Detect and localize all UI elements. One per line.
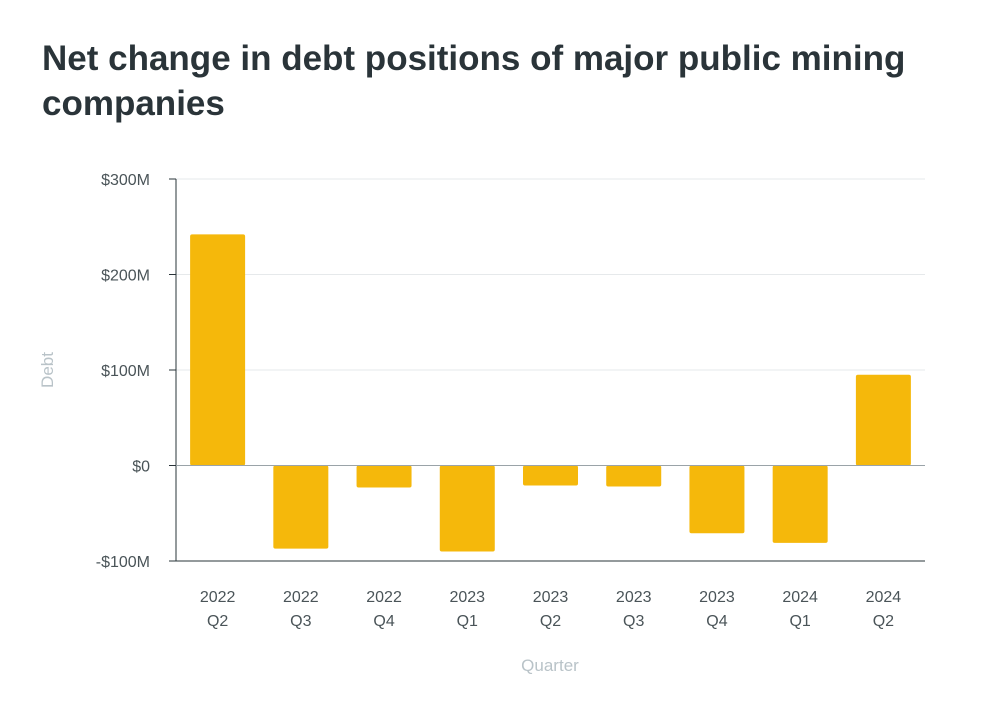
x-tick-label: 2023 (616, 589, 652, 606)
x-tick-label: Q2 (873, 613, 894, 630)
x-tick-label: Q4 (706, 613, 727, 630)
bar (356, 465, 412, 488)
axes (175, 179, 925, 562)
x-tick-label: 2023 (449, 589, 485, 606)
x-tick-label: 2024 (866, 589, 902, 606)
x-tick-label: Q2 (540, 613, 561, 630)
bars (190, 234, 911, 552)
x-tick-label: 2023 (699, 589, 735, 606)
bar (523, 465, 578, 486)
y-tick-label: $100M (101, 363, 150, 380)
x-tick-label: 2023 (533, 589, 569, 606)
x-axis-title: Quarter (521, 656, 579, 675)
x-tick-label: Q1 (457, 613, 478, 630)
x-tick-label: Q3 (290, 613, 311, 630)
x-tick-label: Q1 (789, 613, 810, 630)
bar (273, 465, 329, 549)
y-axis-title: Debt (38, 352, 57, 388)
bar (855, 374, 911, 466)
y-tick-label: $300M (101, 172, 150, 189)
x-tick-label: Q2 (207, 613, 228, 630)
y-tick-label: $200M (101, 268, 150, 285)
bar (439, 465, 495, 552)
x-tick-labels: 2022 Q2 2022 Q3 2022 Q4 2023 Q1 2023 Q2 2023 Q3 2023… (200, 589, 901, 630)
x-tick-label: Q4 (373, 613, 394, 630)
bar (689, 465, 745, 534)
x-tick-label: 2022 (200, 589, 236, 606)
x-tick-label: 2022 (283, 589, 319, 606)
y-tick-label: -$100M (96, 554, 150, 571)
bar (772, 465, 828, 543)
chart-title: Net change in debt positions of major pu… (42, 39, 906, 123)
x-tick-label: 2024 (782, 589, 818, 606)
gridlines (169, 178, 925, 562)
y-tick-labels: $300M $200M $100M $0 -$100M (96, 172, 150, 571)
y-tick-label: $0 (132, 459, 150, 476)
x-tick-label: Q3 (623, 613, 644, 630)
bar (606, 465, 662, 487)
x-tick-label: 2022 (366, 589, 402, 606)
bar (190, 234, 246, 466)
